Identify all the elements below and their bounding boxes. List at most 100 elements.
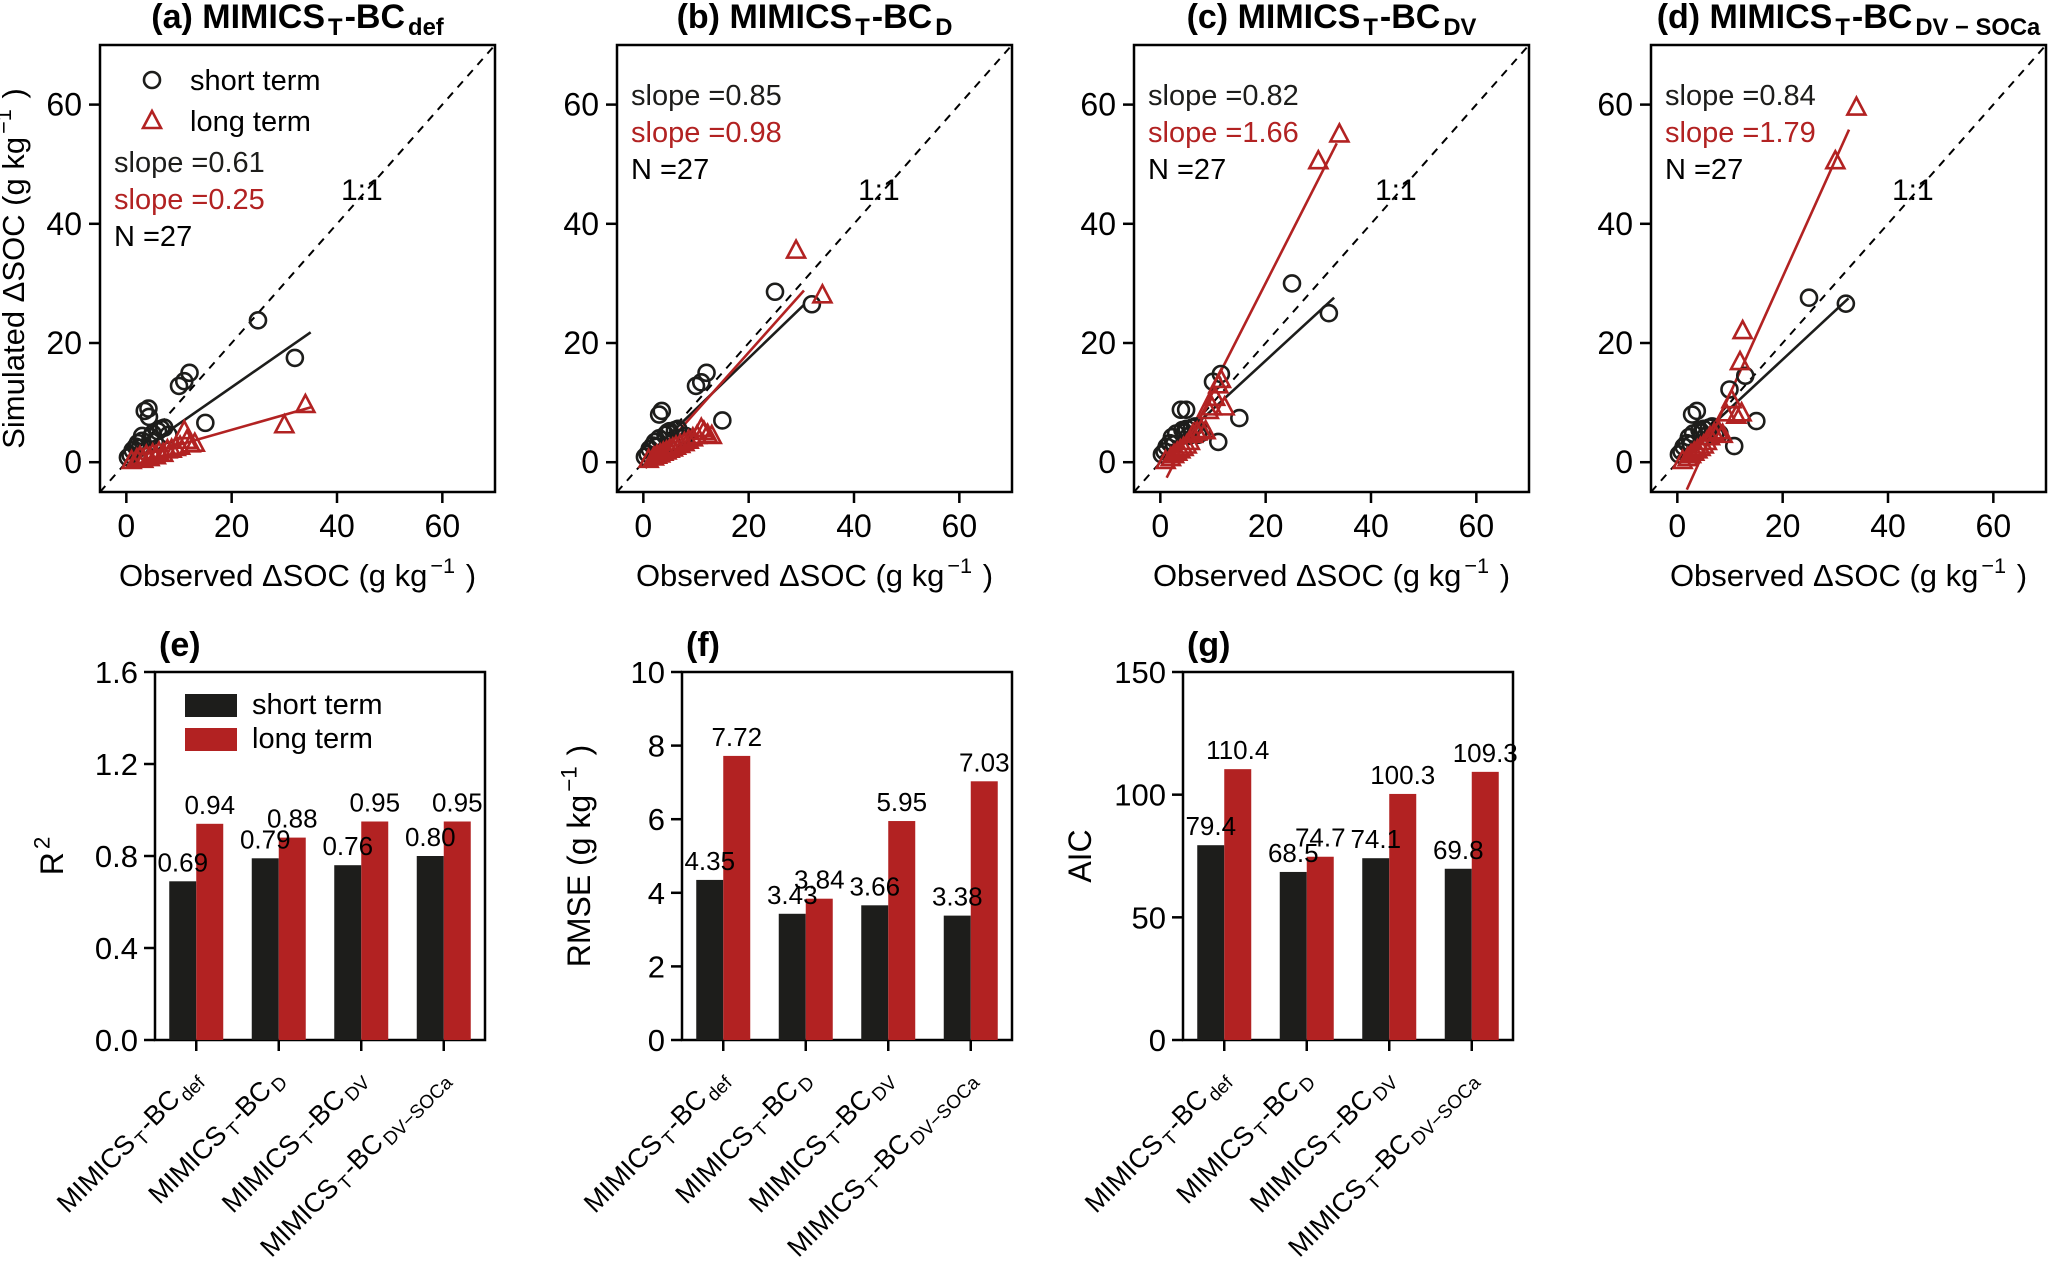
y-tick-label: 0 (581, 444, 599, 480)
panel-title: (d) MIMICS T-BC DV − SOCa (1657, 0, 2041, 41)
scatter-point-long-term (1213, 394, 1236, 416)
y-tick-label: 0 (64, 444, 82, 480)
legend-marker-short-term (142, 70, 162, 90)
bar-value-short-term: 74.1 (1350, 824, 1401, 854)
x-category-label: MIMICST-BCDV (1244, 1063, 1403, 1222)
scatter-chart-c: (c) MIMICS T-BC DV 1:1 0 20 40 60 0 20 40 60 Observe… (1080, 0, 1531, 593)
x-tick-label: 20 (731, 508, 767, 544)
x-tick-label: 60 (1459, 508, 1495, 544)
bar-long-term (1471, 771, 1499, 1040)
bar-value-long-term: 74.7 (1295, 823, 1346, 853)
scatter-point-long-term (700, 423, 723, 445)
y-tick-label: 6 (648, 802, 665, 837)
bar-long-term (970, 781, 998, 1040)
scatter-point-long-term (1845, 94, 1868, 116)
bar-value-long-term: 0.95 (432, 788, 483, 818)
bar-long-term (196, 823, 224, 1040)
bar-panel-f: (f) 0 2 4 6 8 10 RMSE (g kg−1 ) 4.35 7.72 MIMICST-… (527, 600, 1187, 1273)
bar-short-term (1279, 871, 1307, 1040)
scatter-point-short-term (1836, 294, 1856, 313)
fit-line-long-term (1165, 142, 1338, 479)
legend-label-short-term: short term (252, 689, 383, 721)
identity-line (1133, 44, 1530, 493)
x-tick-label: 40 (319, 508, 355, 544)
y-tick-label: 0 (1098, 444, 1116, 480)
bar-long-term (361, 821, 389, 1040)
plot-box (1649, 43, 2048, 494)
bar-value-short-term: 0.79 (240, 824, 291, 854)
scatter-chart-d: (d) MIMICS T-BC DV − SOCa 1:1 0 20 40 60 0 20 40 60… (1597, 0, 2048, 593)
bar-value-short-term: 0.76 (322, 831, 373, 861)
scatter-point-long-term (1725, 402, 1748, 425)
scatter-panel-c: (c) MIMICS T-BC DV 1:1 0 20 40 60 0 20 40 60 Observe… (1034, 0, 1551, 615)
identity-line-label: 1:1 (1892, 174, 1934, 207)
annotation-sample-size: N =27 (631, 154, 709, 186)
scatter-point-long-term (120, 448, 143, 470)
identity-line (1650, 44, 2047, 493)
y-tick-label: 0 (648, 1023, 665, 1058)
annotation-slope-short-term: slope =0.82 (1148, 80, 1299, 112)
y-tick-label: 20 (46, 325, 82, 361)
plot-box (1181, 670, 1515, 1042)
y-tick-label: 20 (563, 325, 599, 361)
scatter-point-long-term (1194, 418, 1217, 440)
bar-chart-e: (e) 0.0 0.4 0.8 1.2 1.6 R2 0.69 0.94 MIMICST-BCde… (30, 626, 487, 1263)
x-category-label: MIMICST-BCdef (1079, 1063, 1238, 1222)
bar-value-short-term: 68.5 (1268, 838, 1319, 868)
scatter-point-long-term (1728, 349, 1752, 371)
panel-title: (a) MIMICS T-BC def (151, 0, 444, 41)
scatter-point-short-term (1282, 274, 1302, 293)
scatter-point-long-term (1307, 148, 1330, 170)
scatter-point-short-term (285, 348, 305, 368)
y-tick-label: 0.0 (95, 1023, 138, 1058)
x-axis-label: Observed ΔSOC (g kg −1 ) (119, 553, 476, 593)
scatter-point-long-term (1209, 367, 1233, 389)
y-tick-label: 10 (631, 655, 665, 690)
scatter-point-long-term (294, 392, 317, 414)
bar-short-term (251, 858, 279, 1040)
scatter-point-short-term (1799, 288, 1819, 308)
scatter-point-short-term (713, 411, 732, 430)
panel-title: (c) MIMICS T-BC DV (1187, 0, 1477, 41)
scatter-point-long-term (811, 282, 834, 304)
x-tick-label: 0 (1668, 508, 1686, 544)
annotation-slope-long-term: slope =0.25 (114, 184, 265, 216)
scatter-point-short-term (765, 282, 785, 302)
x-tick-label: 20 (1765, 508, 1801, 544)
bar-value-short-term: 4.35 (684, 846, 735, 876)
identity-line (99, 44, 496, 493)
y-tick-label: 60 (46, 87, 82, 123)
x-category-label: MIMICST-BCdef (578, 1063, 737, 1222)
x-tick-label: 0 (117, 508, 135, 544)
y-tick-label: 100 (1114, 778, 1166, 813)
bar-value-short-term: 3.43 (767, 880, 818, 910)
scatter-point-short-term (139, 407, 159, 427)
y-tick-label: 8 (648, 729, 665, 764)
y-tick-label: 50 (1132, 900, 1166, 935)
plot-box (680, 670, 1014, 1042)
bar-short-term (778, 913, 806, 1040)
y-tick-label: 0.4 (95, 931, 138, 966)
y-tick-label: 40 (46, 206, 82, 242)
bar-value-short-term: 3.66 (849, 871, 900, 901)
bar-short-term (1444, 868, 1472, 1040)
annotation-slope-short-term: slope =0.61 (114, 147, 265, 179)
bar-panel-e: (e) 0.0 0.4 0.8 1.2 1.6 R2 0.69 0.94 MIMICST-BCde… (0, 600, 660, 1273)
y-axis-label: Simulated ΔSOC (g kg−1 ) (0, 88, 31, 449)
bar-value-long-term: 5.95 (876, 787, 927, 817)
bar-value-long-term: 0.88 (267, 804, 318, 834)
bar-short-term (943, 915, 971, 1040)
bar-short-term (416, 856, 444, 1040)
x-tick-label: 60 (1976, 508, 2012, 544)
scatter-point-short-term (1208, 432, 1228, 452)
x-category-label: MIMICST-BCDV (216, 1063, 375, 1222)
x-axis-label: Observed ΔSOC (g kg −1 ) (1153, 553, 1510, 593)
y-tick-label: 1.6 (95, 655, 138, 690)
bar-panel-g: (g) 0 50 100 150 AIC 79.4 110.4 MIMICST-BCdef 68.… (1028, 600, 1688, 1273)
y-axis-label: RMSE (g kg−1 ) (557, 745, 597, 968)
scatter-point-long-term (1698, 424, 1722, 446)
scatter-point-long-term (1172, 435, 1195, 457)
annotation-slope-long-term: slope =1.66 (1148, 117, 1299, 149)
scatter-point-long-term (1714, 400, 1737, 422)
bar-value-long-term: 3.84 (794, 865, 845, 895)
